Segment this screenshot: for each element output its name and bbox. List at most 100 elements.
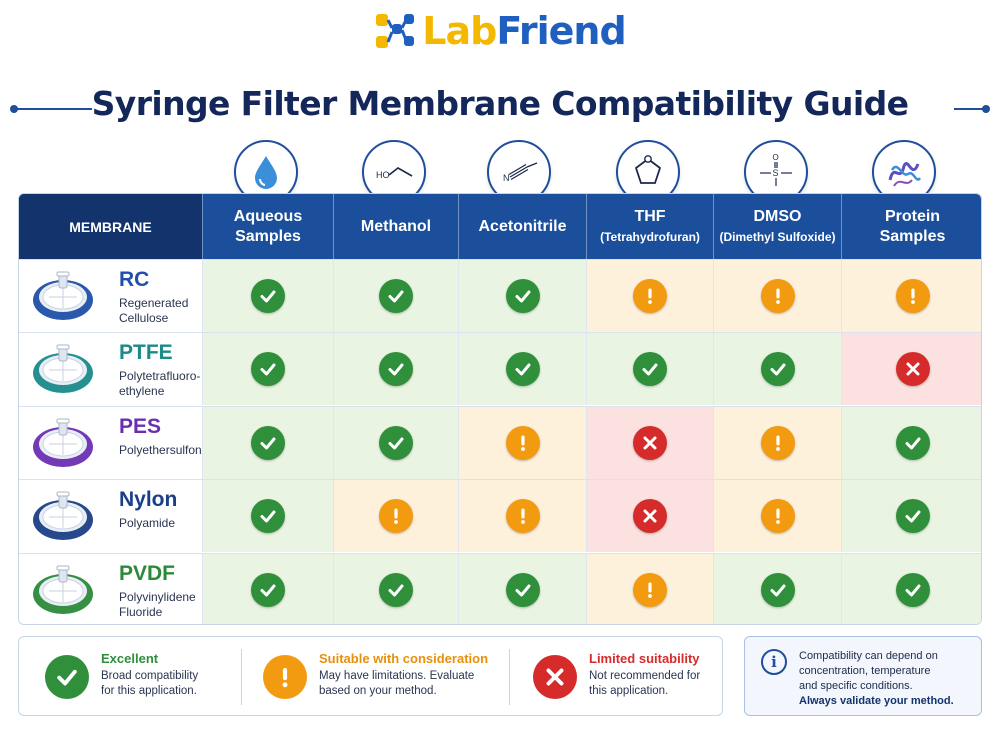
rating-cell [202,260,333,332]
logo-text-lab: Lab [422,9,497,53]
exclamation-icon [760,425,795,460]
rating-cell [333,260,458,332]
rating-cell [586,333,713,406]
header-sublabel: (Tetrahydrofuran) [600,229,700,244]
check-icon [379,279,413,313]
title-divider-right [954,108,988,110]
membrane-name: PVDF [119,561,176,585]
legend-limited-line2: this application. [589,685,669,697]
membrane-name: PTFE [119,341,173,365]
legend-limited-desc: Not recommended for this application. [589,669,700,699]
check-icon [379,425,413,460]
x-mark-icon [533,655,577,699]
membrane-description: Polyamide [119,516,175,531]
title-divider-left [12,108,92,110]
table-row: RC Regenerated Cellulose [19,259,981,332]
check-icon [760,352,795,387]
rating-cell [841,406,981,479]
membrane-name: RC [119,268,150,291]
header-membrane: MEMBRANE [19,194,202,259]
x-mark-icon [633,499,667,534]
membrane-cell: PTFE Polytetrafluoro-ethylene [19,333,202,406]
exclamation-icon [760,279,795,313]
header-dmso: DMSO (Dimethyl Sulfoxide) [713,194,841,259]
validation-note: i Compatibility can depend on concentrat… [744,636,982,716]
check-icon [379,352,413,387]
note-line1: Compatibility can depend on [799,650,938,662]
rating-cell [713,553,841,624]
rating-cell [713,480,841,553]
header-aqueous: Aqueous Samples [202,194,333,259]
header-label-line2: Samples [879,227,946,245]
rating-cell [458,406,586,479]
legend-limited-line1: Not recommended for [589,670,701,682]
check-icon [251,499,285,534]
syringe-filter-icon [29,564,101,618]
legend-limited-title: Limited suitability [589,651,700,666]
rating-cell [841,480,981,553]
labfriend-logo: LabFriend [0,6,1000,56]
membrane-description-line1: Polyamide [119,516,176,531]
legend-excellent-line2: for this application. [101,685,197,697]
check-icon [895,572,930,607]
membrane-description-line2: ethylene [119,384,165,399]
dmso-o-label: O [773,153,779,162]
title-row: Syringe Filter Membrane Compatibility Gu… [0,78,1000,128]
membrane-cell: RC Regenerated Cellulose [19,260,202,332]
legend-caution-line2: based on your method. [319,685,437,697]
table-header: MEMBRANE Aqueous Samples Methanol Aceton… [19,194,981,259]
title-dot-left [10,105,18,113]
rating-cell [586,553,713,624]
check-icon [251,572,285,607]
check-icon [251,352,285,387]
check-icon [505,352,540,387]
rating-cell [202,480,333,553]
x-mark-icon [895,352,930,387]
info-icon: i [761,649,787,675]
exclamation-icon [895,279,930,313]
rating-cell [202,406,333,479]
table-row: PVDF Polyvinylidene Fluoride [19,552,981,624]
compatibility-table: MEMBRANE Aqueous Samples Methanol Aceton… [18,193,982,625]
check-icon [633,352,667,387]
legend-divider [241,649,242,705]
header-thf: THF (Tetrahydrofuran) [586,194,713,259]
membrane-description: Regenerated Cellulose [119,296,188,326]
syringe-filter-icon [29,270,101,324]
note-line3: and specific conditions. [799,680,913,692]
header-label: DMSO [753,207,802,225]
exclamation-icon [633,279,667,313]
acetonitrile-n-label: N [503,173,510,183]
header-label-line2: Samples [235,227,301,245]
rating-cell [841,333,981,406]
note-text: Compatibility can depend on concentratio… [799,649,938,694]
header-acetonitrile: Acetonitrile [458,194,586,259]
membrane-cell: Nylon Polyamide [19,480,202,553]
rating-cell [586,406,713,479]
page-title: Syringe Filter Membrane Compatibility Gu… [91,83,909,123]
title-dot-right [982,105,990,113]
header-sublabel: (Dimethyl Sulfoxide) [719,229,836,244]
dmso-s-label: S [773,168,779,178]
membrane-description: Polyvinylidene Fluoride [119,590,196,620]
check-icon [895,499,930,534]
exclamation-icon [505,499,540,534]
header-label: Methanol [360,217,432,235]
rating-cell [713,406,841,479]
legend: Excellent Broad compatibility for this a… [18,636,723,716]
methanol-ho-label: HO [376,170,390,180]
logo-molecule-icon [376,14,415,48]
membrane-cell: PES Polyethersulfone [19,406,208,479]
logo-text: LabFriend [422,9,626,53]
table-row: PTFE Polytetrafluoro-ethylene [19,332,981,406]
rating-cell [458,260,586,332]
rating-cell [713,260,841,332]
rating-cell [458,480,586,553]
rating-cell [458,553,586,624]
legend-excellent: Excellent Broad compatibility for this a… [45,647,235,707]
logo-text-friend: Friend [496,9,626,53]
exclamation-icon [379,499,413,534]
check-icon [251,425,285,460]
membrane-description: Polytetrafluoro-ethylene [119,369,200,399]
rating-cell [333,480,458,553]
